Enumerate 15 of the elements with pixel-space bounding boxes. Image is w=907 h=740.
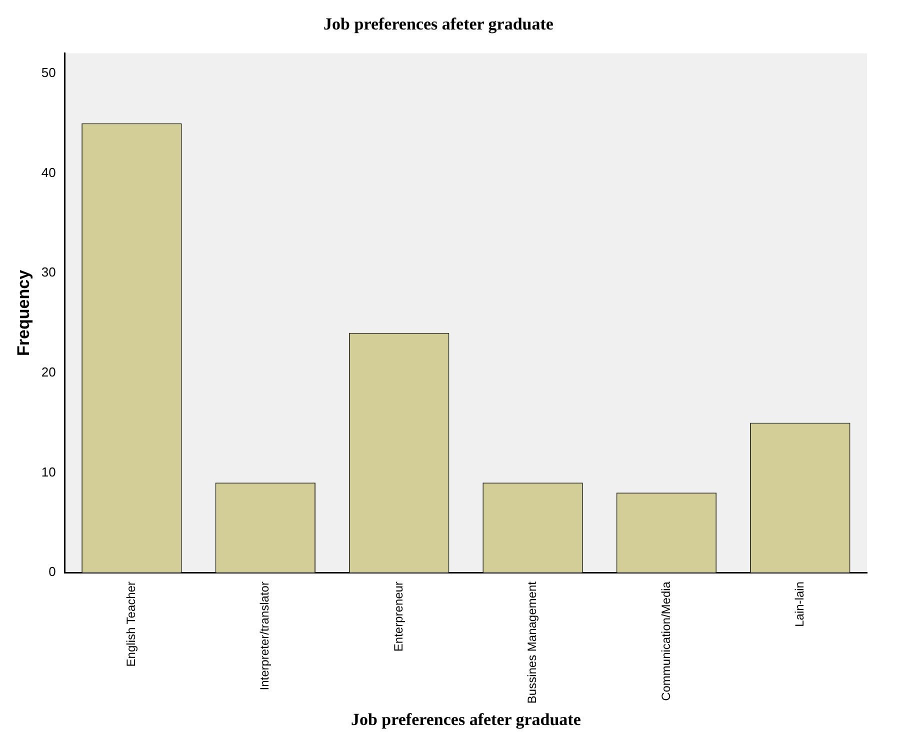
y-tick-label: 0 — [48, 564, 56, 580]
y-tick-label: 20 — [41, 364, 56, 380]
x-axis-title: Job preferences afeter graduate — [350, 710, 582, 730]
y-tick-label: 40 — [41, 164, 56, 180]
x-tick-label: Lain-lain — [792, 582, 806, 627]
y-tick-label: 10 — [41, 464, 56, 480]
x-tick-label: Communication/Media — [658, 581, 673, 701]
x-tick-label: Bussines Management — [525, 580, 540, 704]
y-tick-label: 30 — [41, 264, 56, 280]
chart-title: Job preferences afeter graduate — [324, 14, 554, 34]
x-tick-label: Interpreter/translator — [258, 582, 272, 690]
x-tick-label: Enterpreneur — [391, 582, 406, 652]
y-axis-title: Frequency — [14, 269, 33, 356]
x-tick-label: English Teacher — [124, 582, 138, 667]
y-tick-label: 50 — [41, 64, 56, 80]
